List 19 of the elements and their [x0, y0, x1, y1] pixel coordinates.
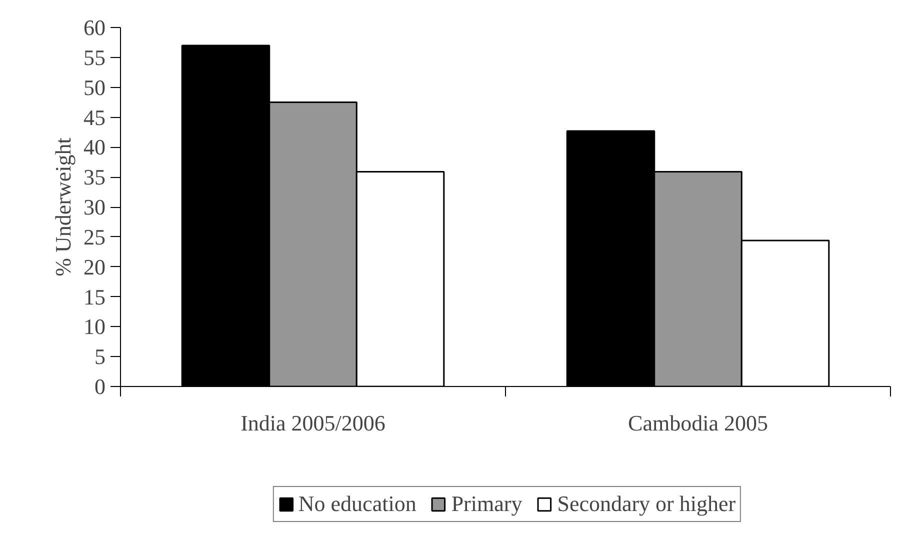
y-tick-label: 60 [84, 15, 106, 40]
legend-label: Secondary or higher [557, 491, 736, 517]
y-tick-label: 0 [94, 374, 106, 399]
y-axis-title: % Underweight [50, 138, 76, 276]
legend-label: No education [298, 491, 416, 517]
y-tick-label: 20 [84, 254, 106, 280]
y-tick-label: 35 [84, 164, 106, 190]
y-tick-label: 40 [84, 134, 106, 160]
x-tick-label: Cambodia 2005 [628, 410, 768, 436]
y-tick-label: 25 [84, 224, 106, 250]
y-tick-label: 45 [84, 104, 106, 130]
x-tick-label: India 2005/2006 [240, 410, 386, 436]
legend-label: Primary [451, 491, 522, 517]
y-tick-label: 55 [84, 44, 106, 70]
y-tick-label: 10 [84, 314, 106, 340]
y-tick-label: 30 [84, 194, 106, 220]
y-tick-label: 5 [94, 344, 106, 370]
y-tick-label: 50 [84, 74, 106, 100]
y-tick-label: 15 [84, 284, 106, 310]
